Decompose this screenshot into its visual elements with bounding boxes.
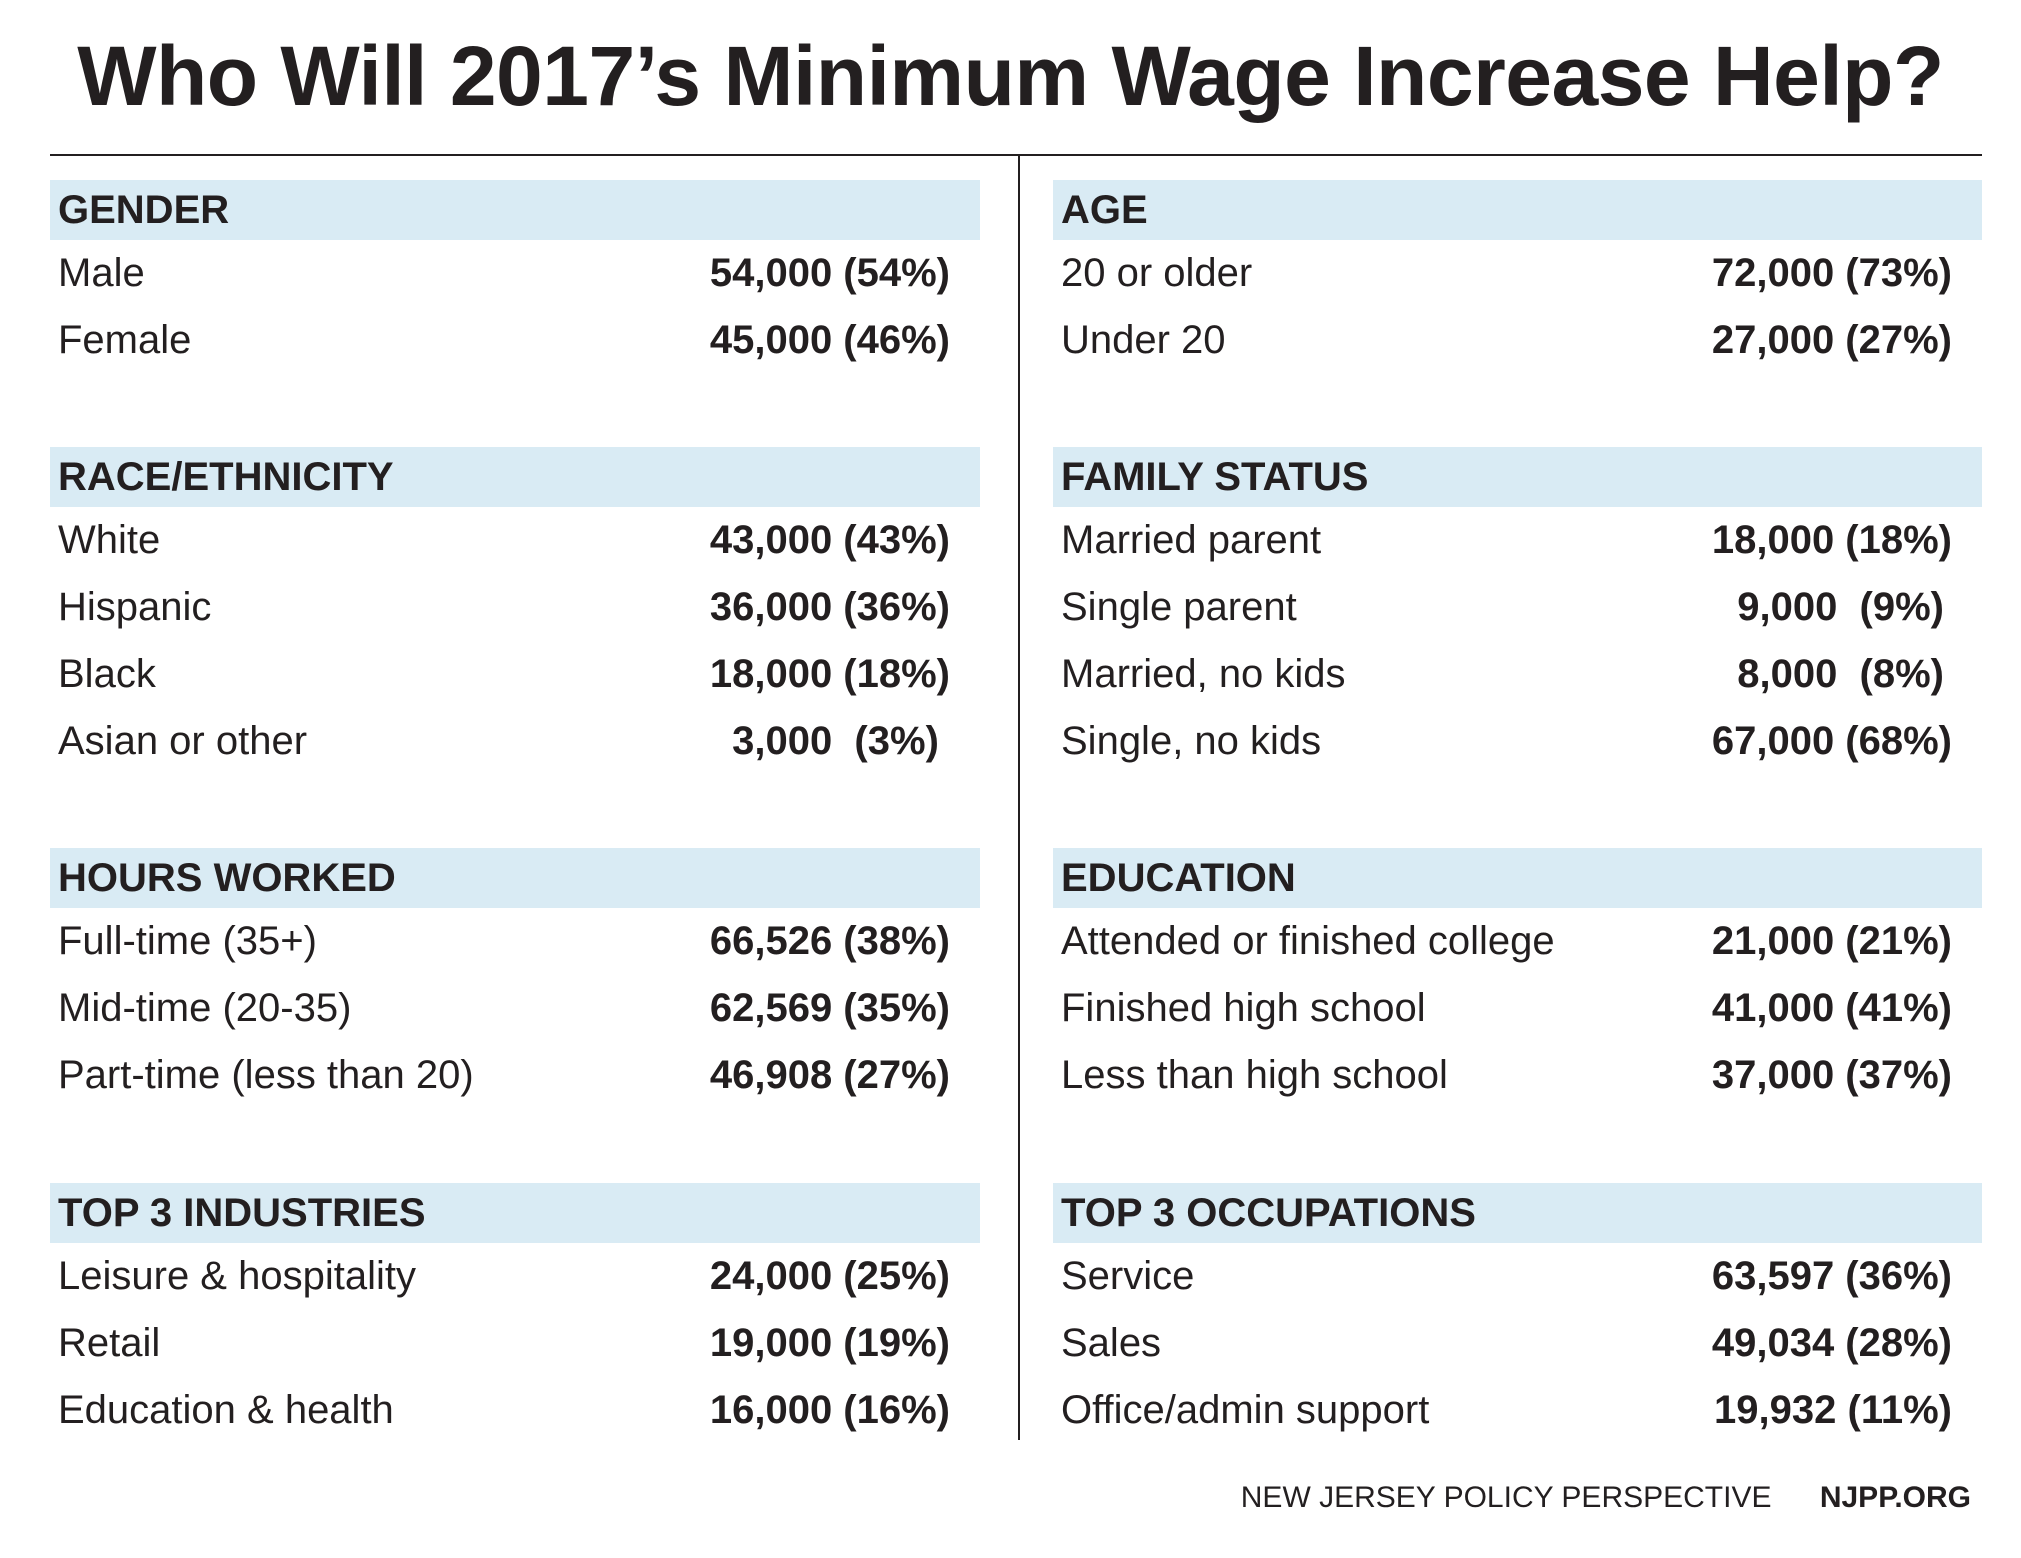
row-label: Hispanic	[58, 585, 212, 629]
table-row: Single parent 9,000 (9%)	[1053, 574, 1982, 641]
section-education: EDUCATION Attended or finished college 2…	[1053, 848, 1982, 1109]
section-heading: TOP 3 INDUSTRIES	[50, 1183, 980, 1243]
row-label: Retail	[58, 1321, 161, 1365]
row-value: 62,569 (35%)	[709, 986, 950, 1030]
section-top-occupations: TOP 3 OCCUPATIONS Service 63,597 (36%) S…	[1053, 1183, 1982, 1444]
row-value: 54,000 (54%)	[709, 251, 950, 295]
column-divider	[1018, 154, 1020, 1440]
footer-website: NJPP.ORG	[1819, 1481, 1971, 1514]
row-label: Mid-time (20-35)	[58, 986, 352, 1030]
table-row: Full-time (35+) 66,526 (38%)	[50, 908, 980, 975]
row-label: Less than high school	[1061, 1053, 1448, 1097]
row-value: 46,908 (27%)	[709, 1053, 950, 1097]
row-label: Under 20	[1061, 318, 1226, 362]
row-label: 20 or older	[1061, 251, 1253, 295]
table-row: Leisure & hospitality 24,000 (25%)	[50, 1243, 980, 1310]
table-row: Service 63,597 (36%)	[1053, 1243, 1982, 1310]
row-label: Single parent	[1061, 585, 1297, 629]
row-value: 41,000 (41%)	[1711, 986, 1952, 1030]
row-label: Asian or other	[58, 719, 308, 763]
row-value: 72,000 (73%)	[1711, 251, 1952, 295]
row-value: 27,000 (27%)	[1711, 318, 1952, 362]
row-value: 45,000 (46%)	[709, 318, 950, 362]
table-row: Black 18,000 (18%)	[50, 641, 980, 708]
row-value: 36,000 (36%)	[709, 585, 950, 629]
table-row: Male 54,000 (54%)	[50, 240, 980, 307]
row-label: Black	[58, 652, 156, 696]
table-row: Part-time (less than 20) 46,908 (27%)	[50, 1042, 980, 1109]
row-value: 9,000 (9%)	[1737, 585, 1944, 629]
section-race-ethnicity: RACE/ETHNICITY White 43,000 (43%) Hispan…	[50, 447, 980, 775]
row-value: 21,000 (21%)	[1711, 919, 1952, 963]
section-heading: GENDER	[50, 180, 980, 240]
row-value: 18,000 (18%)	[1711, 518, 1952, 562]
row-label: Office/admin support	[1061, 1388, 1430, 1432]
footer-organization: NEW JERSEY POLICY PERSPECTIVE	[1240, 1481, 1772, 1514]
row-value: 63,597 (36%)	[1711, 1254, 1952, 1298]
section-heading: HOURS WORKED	[50, 848, 980, 908]
row-value: 49,034 (28%)	[1711, 1321, 1952, 1365]
section-hours-worked: HOURS WORKED Full-time (35+) 66,526 (38%…	[50, 848, 980, 1109]
row-value: 3,000 (3%)	[732, 719, 950, 763]
row-label: Leisure & hospitality	[58, 1254, 416, 1298]
table-row: Less than high school 37,000 (37%)	[1053, 1042, 1982, 1109]
row-value: 67,000 (68%)	[1711, 719, 1952, 763]
title-rule	[50, 154, 1982, 156]
row-value: 43,000 (43%)	[709, 518, 950, 562]
row-label: Sales	[1061, 1321, 1162, 1365]
row-value: 19,932 (11%)	[1714, 1388, 1952, 1432]
table-row: Under 20 27,000 (27%)	[1053, 307, 1982, 374]
table-row: Retail 19,000 (19%)	[50, 1310, 980, 1377]
row-value: 19,000 (19%)	[709, 1321, 950, 1365]
row-value: 8,000 (8%)	[1737, 652, 1944, 696]
section-gender: GENDER Male 54,000 (54%) Female 45,000 (…	[50, 180, 980, 374]
table-row: Female 45,000 (46%)	[50, 307, 980, 374]
table-row: Mid-time (20-35) 62,569 (35%)	[50, 975, 980, 1042]
table-row: Married, no kids 8,000 (8%)	[1053, 641, 1982, 708]
row-label: Full-time (35+)	[58, 919, 317, 963]
row-label: Single, no kids	[1061, 719, 1322, 763]
table-row: Office/admin support 19,932 (11%)	[1053, 1377, 1982, 1444]
section-heading: RACE/ETHNICITY	[50, 447, 980, 507]
section-heading: FAMILY STATUS	[1053, 447, 1982, 507]
row-value: 18,000 (18%)	[709, 652, 950, 696]
section-heading: EDUCATION	[1053, 848, 1982, 908]
row-label: Service	[1061, 1254, 1195, 1298]
row-label: Female	[58, 318, 192, 362]
table-row: Married parent 18,000 (18%)	[1053, 507, 1982, 574]
row-label: White	[58, 518, 161, 562]
table-row: Education & health 16,000 (16%)	[50, 1377, 980, 1444]
table-row: Hispanic 36,000 (36%)	[50, 574, 980, 641]
table-row: 20 or older 72,000 (73%)	[1053, 240, 1982, 307]
row-value: 16,000 (16%)	[709, 1388, 950, 1432]
row-label: Married parent	[1061, 518, 1322, 562]
page-title: Who Will 2017’s Minimum Wage Increase He…	[77, 29, 1944, 123]
section-age: AGE 20 or older 72,000 (73%) Under 20 27…	[1053, 180, 1982, 374]
section-heading: TOP 3 OCCUPATIONS	[1053, 1183, 1982, 1243]
table-row: Finished high school 41,000 (41%)	[1053, 975, 1982, 1042]
row-label: Finished high school	[1061, 986, 1426, 1030]
table-row: Attended or finished college 21,000 (21%…	[1053, 908, 1982, 975]
table-row: Sales 49,034 (28%)	[1053, 1310, 1982, 1377]
row-value: 37,000 (37%)	[1711, 1053, 1952, 1097]
row-label: Male	[58, 251, 145, 295]
row-label: Education & health	[58, 1388, 394, 1432]
row-label: Part-time (less than 20)	[58, 1053, 474, 1097]
table-row: Asian or other 3,000 (3%)	[50, 708, 980, 775]
table-row: Single, no kids 67,000 (68%)	[1053, 708, 1982, 775]
row-value: 66,526 (38%)	[709, 919, 950, 963]
row-value: 24,000 (25%)	[709, 1254, 950, 1298]
table-row: White 43,000 (43%)	[50, 507, 980, 574]
section-heading: AGE	[1053, 180, 1982, 240]
section-family-status: FAMILY STATUS Married parent 18,000 (18%…	[1053, 447, 1982, 775]
row-label: Attended or finished college	[1061, 919, 1555, 963]
footer: NEW JERSEY POLICY PERSPECTIVE NJPP.ORG	[1241, 1478, 1971, 1518]
row-label: Married, no kids	[1061, 652, 1346, 696]
section-top-industries: TOP 3 INDUSTRIES Leisure & hospitality 2…	[50, 1183, 980, 1444]
